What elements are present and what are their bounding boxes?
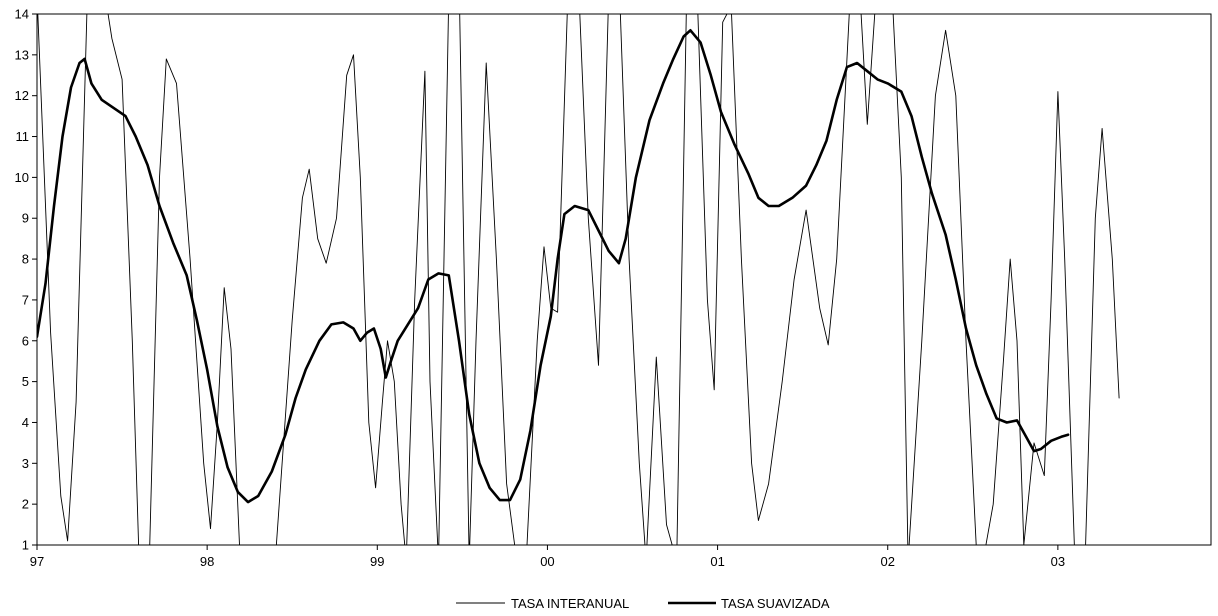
x-tick-label: 99 <box>370 554 384 569</box>
y-tick-label: 11 <box>16 129 30 144</box>
y-tick-label: 10 <box>15 170 29 185</box>
x-tick-label: 01 <box>710 554 724 569</box>
y-tick-label: 2 <box>22 497 29 512</box>
y-tick-label: 13 <box>15 47 29 62</box>
series-clip-group <box>37 14 1120 545</box>
series-line-yoy <box>37 14 1120 545</box>
legend: TASA INTERANUAL TASA SUAVIZADA <box>456 596 830 611</box>
y-tick-label: 5 <box>22 374 29 389</box>
plot-area <box>36 13 1212 546</box>
x-tick-label: 02 <box>880 554 894 569</box>
y-tick-label: 12 <box>15 88 29 103</box>
series-line-smoothed <box>37 29 1070 504</box>
y-tick-label: 3 <box>22 456 29 471</box>
y-tick-label: 8 <box>22 252 29 267</box>
series-layer <box>37 14 1120 545</box>
x-tick-label: 98 <box>200 554 214 569</box>
y-tick-label: 9 <box>22 211 29 226</box>
x-tick-label: 03 <box>1051 554 1065 569</box>
plot-frame <box>36 13 1212 546</box>
y-tick-label: 6 <box>22 333 29 348</box>
y-tick-label: 14 <box>15 7 29 22</box>
legend-label-yoy: TASA INTERANUAL <box>511 596 629 611</box>
x-axis: 97 98 99 00 01 02 03 <box>30 545 1065 569</box>
x-tick-label: 00 <box>540 554 554 569</box>
y-tick-label: 4 <box>22 415 29 430</box>
y-tick-label: 7 <box>22 292 29 307</box>
x-tick-label: 97 <box>30 554 44 569</box>
legend-label-smoothed: TASA SUAVIZADA <box>721 596 830 611</box>
y-tick-label: 1 <box>22 538 29 553</box>
